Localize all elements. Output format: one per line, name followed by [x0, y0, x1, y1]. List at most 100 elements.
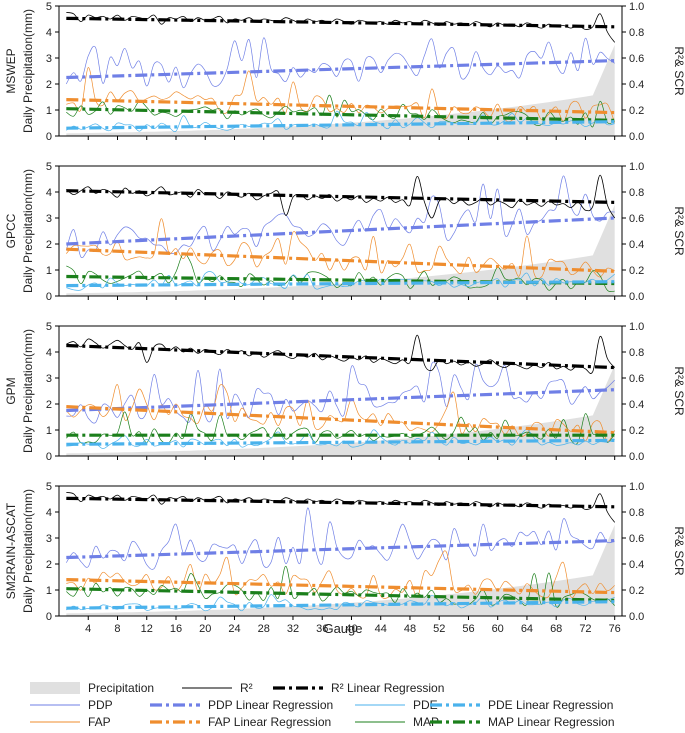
right-axis-title: R²& SCR	[672, 526, 685, 576]
x-tick-label: 56	[462, 623, 474, 635]
r2-line	[66, 12, 616, 43]
left-tick-label: 0	[46, 451, 52, 463]
legend-label: PDE	[413, 698, 438, 712]
right-tick-label: 0.0	[629, 451, 644, 463]
legend-label: FAP Linear Regression	[208, 715, 331, 729]
right-tick-label: 1.0	[629, 161, 644, 173]
precipitation-area	[66, 45, 615, 136]
panel-title: MSWEP	[4, 48, 18, 93]
legend-label: PDE Linear Regression	[488, 698, 613, 712]
r2-regression-line	[66, 189, 615, 204]
left-tick-label: 5	[46, 481, 52, 493]
right-axis-title: R²& SCR	[672, 46, 685, 96]
right-tick-label: 1.0	[629, 481, 644, 493]
fap-regression-line	[66, 405, 615, 435]
pde-line	[66, 594, 615, 612]
legend-item-map: MAP	[355, 715, 439, 729]
right-tick-label: 1.0	[629, 1, 644, 13]
x-tick-label: 60	[492, 623, 504, 635]
right-tick-label: 0.2	[629, 105, 644, 117]
legend-label: PDP	[88, 698, 113, 712]
legend-item-r-linear-regression: R² Linear Regression	[273, 681, 444, 695]
map-line	[66, 94, 615, 128]
left-axis-title: Daily Precipitation(mm)	[21, 9, 35, 133]
panel-title: SM2RAIN-ASCAT	[4, 502, 18, 599]
r2-line	[66, 334, 616, 374]
legend-label: FAP	[88, 715, 111, 729]
left-axis-title: Daily Precipitation(mm)	[21, 169, 35, 293]
left-tick-label: 3	[46, 53, 52, 65]
right-tick-label: 0.6	[629, 53, 644, 65]
fap-line	[66, 218, 615, 280]
left-tick-label: 5	[46, 321, 52, 333]
legend-item-fap: FAP	[30, 715, 111, 729]
legend-item-fap-linear-regression: FAP Linear Regression	[150, 715, 331, 729]
panel-mswep: 0 1 2 3 4 5 0.0 0.2 0.4 0.6 0.8 1.0 MSWEP Daily Preci…	[4, 1, 685, 143]
x-tick-label: 32	[287, 623, 299, 635]
precipitation-area	[66, 365, 615, 456]
left-tick-label: 3	[46, 373, 52, 385]
right-tick-label: 0.0	[629, 131, 644, 143]
legend-label: R² Linear Regression	[331, 681, 444, 695]
x-tick-label: 36	[316, 623, 328, 635]
right-tick-label: 0.2	[629, 585, 644, 597]
left-tick-label: 2	[46, 79, 52, 91]
x-tick-label: 44	[375, 623, 387, 635]
right-tick-label: 0.8	[629, 27, 644, 39]
legend-item-map-linear-regression: MAP Linear Regression	[430, 715, 615, 729]
right-tick-label: 0.8	[629, 347, 644, 359]
panel-title: GPM	[4, 377, 18, 404]
left-axis-title: Daily Precipitation(mm)	[21, 329, 35, 453]
x-tick-label: 48	[404, 623, 416, 635]
pde-line	[66, 271, 615, 291]
right-tick-label: 0.0	[629, 291, 644, 303]
precipitation-area	[66, 525, 615, 616]
right-axis-title: R²& SCR	[672, 366, 685, 416]
left-tick-label: 0	[46, 291, 52, 303]
pde-line	[66, 110, 615, 132]
x-tick-label: 76	[609, 623, 621, 635]
right-tick-label: 0.6	[629, 533, 644, 545]
left-tick-label: 4	[46, 507, 52, 519]
right-tick-label: 1.0	[629, 321, 644, 333]
panel-frame	[58, 485, 623, 617]
panel-frame	[58, 165, 623, 297]
left-tick-label: 1	[46, 585, 52, 597]
pdp-line	[66, 507, 615, 570]
panel-frame	[58, 325, 623, 457]
pdp-line	[65, 175, 615, 259]
left-tick-label: 0	[46, 131, 52, 143]
r2-regression-line	[66, 343, 615, 370]
x-tick-label: 8	[114, 623, 120, 635]
pde-line	[66, 429, 615, 449]
legend-label: R²	[240, 681, 253, 695]
r2-line	[66, 174, 616, 219]
x-tick-label: 24	[228, 623, 240, 635]
right-tick-label: 0.8	[629, 507, 644, 519]
fap-line	[66, 384, 616, 442]
left-tick-label: 4	[46, 187, 52, 199]
right-tick-label: 0.6	[629, 373, 644, 385]
left-tick-label: 1	[46, 265, 52, 277]
pdp-regression-line	[66, 388, 615, 413]
x-tick-label: 4	[85, 623, 91, 635]
right-tick-label: 0.8	[629, 187, 644, 199]
legend-label: PDP Linear Regression	[208, 698, 333, 712]
fap-line	[66, 67, 616, 123]
x-tick-label: 72	[579, 623, 591, 635]
x-tick-label: 52	[433, 623, 445, 635]
legend-label: Precipitation	[88, 681, 154, 695]
pdp-regression-line	[66, 539, 615, 560]
map-line	[66, 411, 615, 445]
map-line	[66, 565, 615, 608]
precipitation-area	[66, 205, 615, 296]
left-tick-label: 3	[46, 533, 52, 545]
left-tick-label: 0	[46, 611, 52, 623]
right-tick-label: 0.2	[629, 425, 644, 437]
left-tick-label: 4	[46, 347, 52, 359]
legend-label: MAP	[413, 715, 439, 729]
right-tick-label: 0.4	[629, 559, 644, 571]
legend: Precipitation R² R² Linear Regression PDP PD…	[30, 681, 615, 729]
left-tick-label: 2	[46, 239, 52, 251]
legend-item-pde: PDE	[355, 698, 438, 712]
